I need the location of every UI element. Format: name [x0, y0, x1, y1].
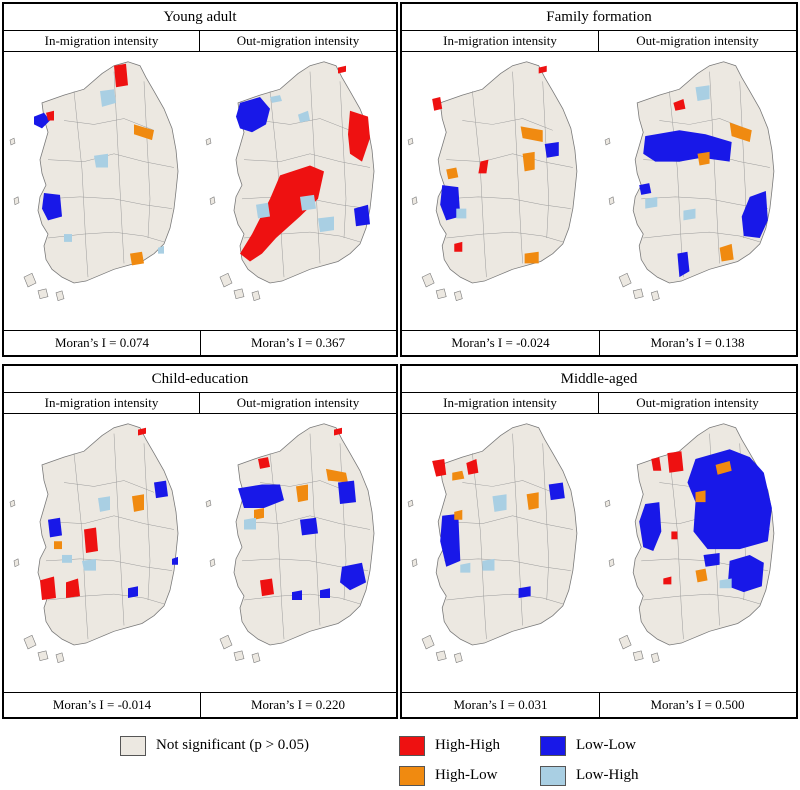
panel-family-formation: Family formation In-migration intensity …: [400, 2, 798, 357]
moran-out-migration: Moran’s I = 0.220: [251, 697, 345, 712]
subtitle-out-migration: Out-migration intensity: [200, 30, 396, 52]
subtitle-in-migration: In-migration intensity: [402, 30, 599, 52]
map-in-migration: [402, 52, 599, 331]
legend-low-high: Low-High: [540, 764, 639, 786]
subtitle-out-migration: Out-migration intensity: [599, 392, 796, 414]
panel-title: Child-education: [4, 366, 396, 393]
legend-high-low: High-Low: [399, 764, 498, 786]
panel-child-education: Child-education In-migration intensity O…: [2, 364, 398, 719]
map-out-migration: [599, 52, 796, 331]
legend-swatch-high-high: [399, 735, 425, 756]
legend-not-significant: Not significant (p > 0.05): [120, 734, 309, 756]
subtitle-out-migration: Out-migration intensity: [599, 30, 796, 52]
moran-in-migration: Moran’s I = 0.074: [4, 331, 201, 355]
moran-in-migration: Moran’s I = 0.031: [402, 693, 600, 717]
legend-high-high: High-High: [399, 734, 500, 756]
map-out-migration: [599, 414, 796, 693]
legend-low-low: Low-Low: [540, 734, 636, 756]
legend: Not significant (p > 0.05) High-High Low…: [0, 725, 800, 790]
subtitle-in-migration: In-migration intensity: [4, 30, 200, 52]
moran-out-migration: Moran’s I = 0.500: [650, 697, 745, 712]
moran-out-migration: Moran’s I = 0.367: [251, 335, 345, 350]
legend-swatch-low-low: [540, 735, 566, 756]
moran-in-migration: Moran’s I = -0.014: [4, 693, 201, 717]
map-out-migration: [200, 414, 396, 693]
panel-young-adult: Young adult In-migration intensity Out-m…: [2, 2, 398, 357]
panel-title: Middle-aged: [402, 366, 796, 393]
map-out-migration: [200, 52, 396, 331]
subtitle-in-migration: In-migration intensity: [4, 392, 200, 414]
subtitle-in-migration: In-migration intensity: [402, 392, 599, 414]
panel-middle-aged: Middle-aged In-migration intensity Out-m…: [400, 364, 798, 719]
subtitle-out-migration: Out-migration intensity: [200, 392, 396, 414]
panel-title: Young adult: [4, 4, 396, 31]
panel-title: Family formation: [402, 4, 796, 31]
legend-swatch-not-significant: [120, 735, 146, 756]
legend-swatch-high-low: [399, 765, 425, 786]
legend-swatch-low-high: [540, 765, 566, 786]
moran-out-migration: Moran’s I = 0.138: [650, 335, 745, 350]
map-in-migration: [402, 414, 599, 693]
moran-in-migration: Moran’s I = -0.024: [402, 331, 600, 355]
map-in-migration: [4, 414, 200, 693]
map-in-migration: [4, 52, 200, 331]
